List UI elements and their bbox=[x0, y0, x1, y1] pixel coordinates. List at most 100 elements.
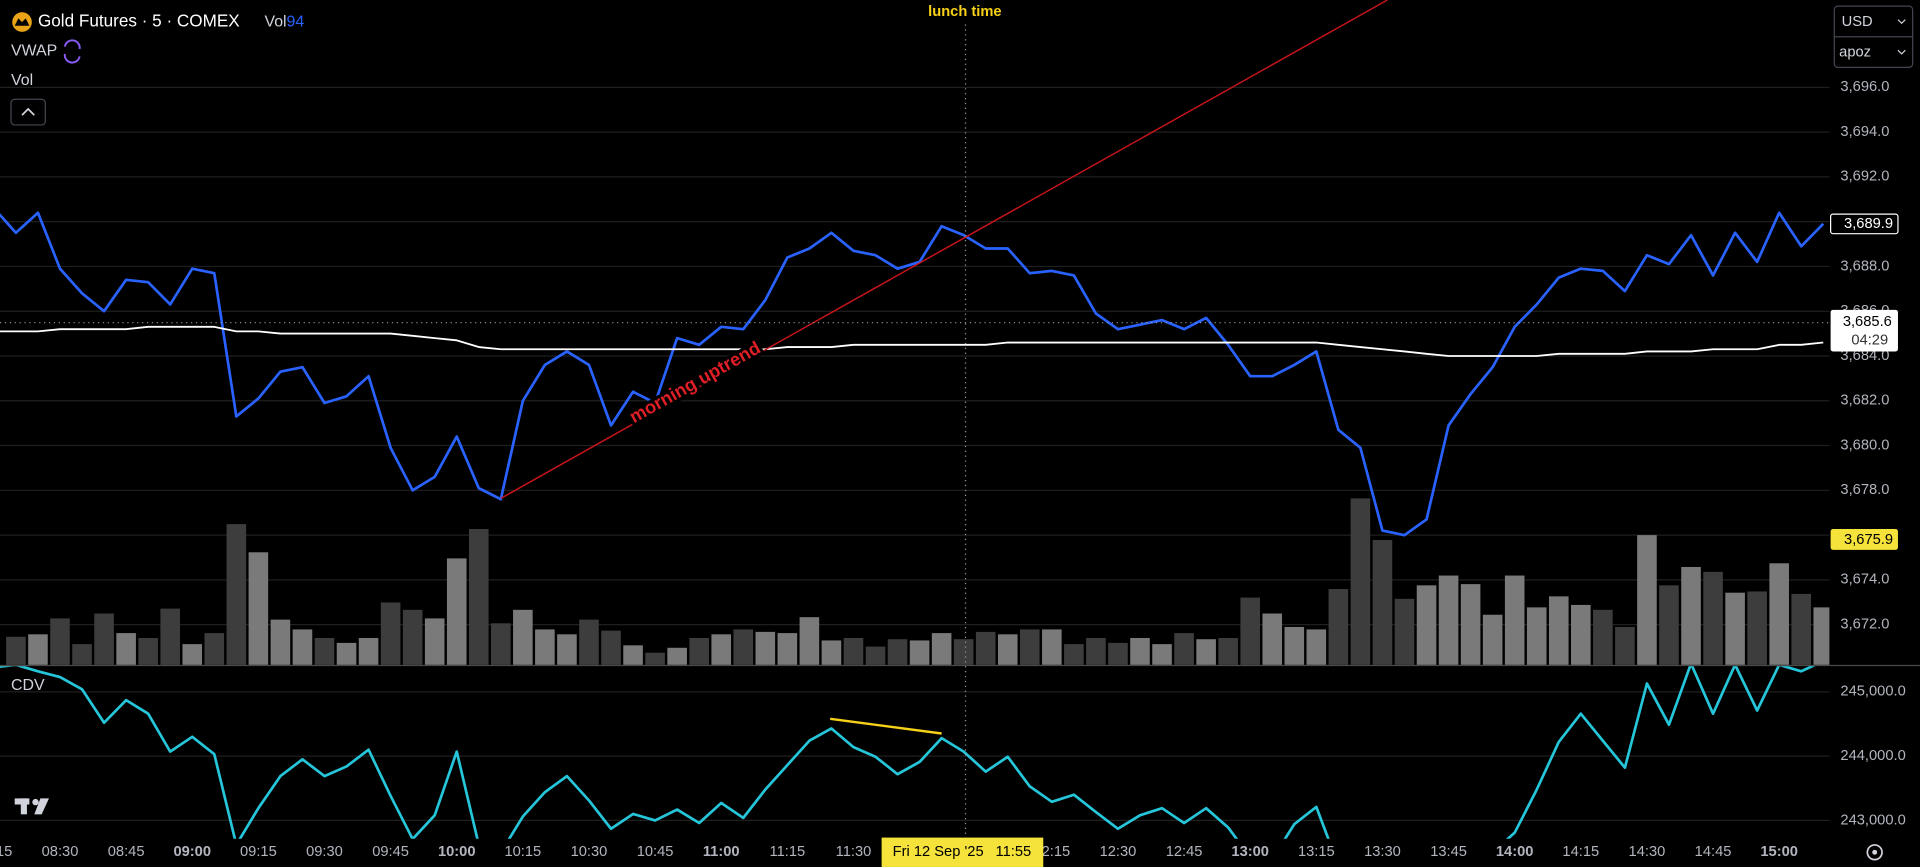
crosshair-date: Fri 12 Sep '25 bbox=[893, 844, 984, 860]
volume-bar bbox=[1218, 637, 1238, 665]
x-tick-label: 14:30 bbox=[1629, 844, 1666, 860]
x-tick-label: 14:00 bbox=[1496, 844, 1534, 860]
vwap-refresh-icon[interactable] bbox=[63, 39, 81, 64]
x-tick-label: 14:15 bbox=[1562, 844, 1599, 860]
volume-bar bbox=[1725, 592, 1745, 665]
series-line bbox=[0, 325, 1824, 357]
y-tick-label: 3,684.0 bbox=[1840, 348, 1889, 364]
volume-bar bbox=[1526, 607, 1547, 665]
volume-bar bbox=[733, 629, 754, 665]
volume-bar bbox=[72, 644, 92, 665]
layout-select[interactable]: apoz bbox=[1839, 45, 1871, 61]
volume-bar bbox=[1659, 585, 1679, 665]
x-tick-label: 08:30 bbox=[42, 844, 79, 860]
volume-bar bbox=[138, 637, 158, 665]
volume-bar bbox=[667, 647, 687, 665]
y-tick-label: 3,692.0 bbox=[1840, 169, 1889, 185]
volume-bar bbox=[689, 637, 709, 665]
cdv-layer bbox=[0, 666, 1816, 839]
volume-bar bbox=[601, 630, 621, 665]
volume-bar bbox=[557, 634, 577, 665]
y-tick-label: 3,682.0 bbox=[1840, 393, 1889, 409]
y-tick-label: 3,688.0 bbox=[1840, 258, 1889, 274]
volume-bar bbox=[1306, 629, 1327, 665]
x-tick-label: 12:30 bbox=[1100, 844, 1137, 860]
grid bbox=[0, 86, 1830, 822]
volume-bar bbox=[1108, 642, 1128, 665]
x-tick-label: 10:00 bbox=[438, 844, 476, 860]
volume-bar bbox=[1130, 637, 1150, 665]
volume-bar bbox=[292, 629, 313, 665]
volume-bar bbox=[1747, 591, 1767, 665]
volume-bar bbox=[755, 631, 776, 665]
volume-bar bbox=[1813, 607, 1830, 665]
volume-bar bbox=[1460, 584, 1481, 665]
volume-bar bbox=[182, 644, 203, 665]
volume-bar bbox=[1372, 540, 1393, 665]
volume-bar bbox=[1152, 644, 1172, 665]
volume-bar bbox=[799, 617, 820, 665]
volume-bar bbox=[402, 609, 423, 665]
settings-button[interactable] bbox=[1866, 844, 1883, 861]
volume-bar bbox=[270, 619, 291, 665]
x-tick-label: 08:15 bbox=[0, 844, 12, 860]
y-tick-label: 245,000.0 bbox=[1840, 684, 1905, 700]
trend-line bbox=[500, 0, 1388, 500]
volume-bar bbox=[513, 609, 533, 665]
volume-bar bbox=[28, 634, 48, 665]
legend-cdv: CDV bbox=[11, 677, 45, 694]
volume-bar bbox=[1262, 613, 1283, 665]
y-tick-label: 3,696.0 bbox=[1840, 79, 1889, 95]
currency-select[interactable]: USD bbox=[1842, 14, 1873, 30]
x-tick-label: 13:45 bbox=[1430, 844, 1467, 860]
volume-bar bbox=[1681, 566, 1701, 665]
y-tick-label: 243,000.0 bbox=[1840, 812, 1905, 828]
x-tick-label: 14:45 bbox=[1695, 844, 1732, 860]
volume-bar bbox=[1042, 629, 1062, 665]
volume-bar bbox=[623, 645, 643, 665]
volume-bar bbox=[446, 558, 467, 665]
volume-bar bbox=[1416, 585, 1437, 665]
volume-bar bbox=[1196, 639, 1216, 665]
volume-bar bbox=[160, 608, 180, 665]
x-tick-label: 15:00 bbox=[1760, 844, 1798, 860]
volume-bar bbox=[975, 631, 996, 665]
symbol-glyph bbox=[14, 18, 30, 26]
volume-bar bbox=[380, 602, 401, 665]
volume-bar bbox=[1593, 609, 1613, 665]
x-tick-label: 13:30 bbox=[1364, 844, 1401, 860]
x-tick-label: 09:15 bbox=[240, 844, 277, 860]
y-tick-label: 3,672.0 bbox=[1840, 617, 1889, 633]
series-line bbox=[0, 666, 1816, 839]
symbol-title: Gold Futures · 5 · COMEX bbox=[38, 11, 240, 31]
volume-bar bbox=[491, 623, 511, 665]
collapse-button[interactable] bbox=[10, 98, 46, 126]
collapse-caret bbox=[21, 107, 35, 116]
volume-bar bbox=[6, 636, 26, 665]
volume-bar bbox=[1703, 571, 1723, 665]
volume-bar bbox=[711, 634, 732, 665]
volume-layer bbox=[6, 498, 1830, 665]
x-tick-label: 11:15 bbox=[770, 844, 806, 860]
y-tick-label: 3,680.0 bbox=[1840, 437, 1889, 453]
select-chevrons bbox=[1897, 19, 1906, 55]
volume-bar bbox=[314, 637, 335, 665]
x-tick-label: 11:00 bbox=[703, 844, 740, 860]
volume-bar bbox=[843, 637, 864, 665]
volume-bar bbox=[1791, 593, 1812, 665]
volume-bar bbox=[1637, 535, 1657, 665]
volume-bar bbox=[1086, 637, 1106, 665]
volume-bar bbox=[865, 646, 886, 665]
volume-bar bbox=[116, 633, 136, 665]
volume-bar bbox=[204, 633, 225, 665]
y-tick-label: 3,678.0 bbox=[1840, 482, 1889, 498]
crosshair-price: 3,685.6 bbox=[1843, 314, 1892, 330]
x-tick-label: 08:45 bbox=[108, 844, 145, 860]
volume-bar bbox=[94, 613, 114, 665]
volume-bar bbox=[1548, 596, 1569, 665]
volume-bar bbox=[424, 618, 445, 665]
x-tick-label: 09:45 bbox=[372, 844, 409, 860]
volume-bar bbox=[248, 552, 269, 665]
volume-bar bbox=[1240, 597, 1260, 665]
